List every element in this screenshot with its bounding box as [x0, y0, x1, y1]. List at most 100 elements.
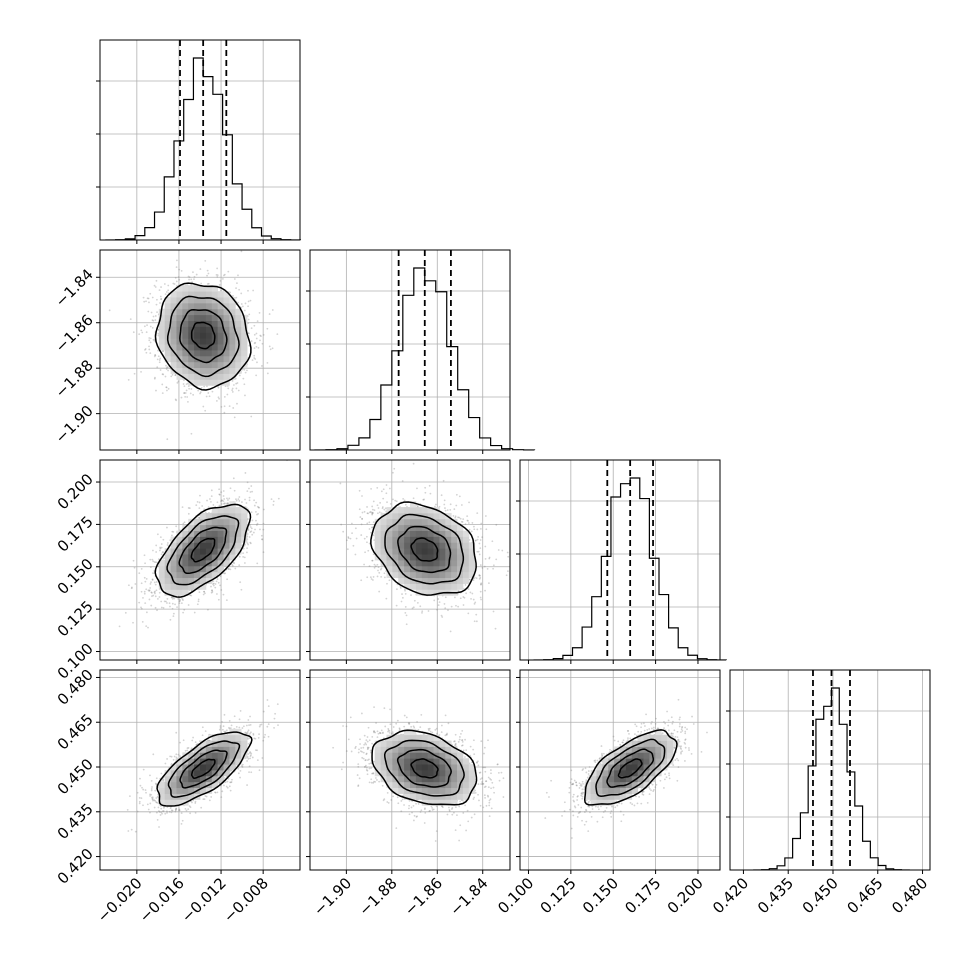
sample-point — [368, 542, 371, 545]
density-block — [188, 577, 195, 584]
density-block — [415, 583, 423, 590]
density-block — [194, 308, 201, 316]
density-block — [445, 583, 452, 590]
sample-point — [381, 784, 384, 787]
sample-point — [216, 267, 219, 270]
sample-point — [668, 774, 671, 777]
density-block — [182, 781, 189, 789]
contour-level-3 — [166, 295, 240, 378]
sample-point — [164, 812, 167, 815]
sample-point — [455, 504, 458, 507]
sample-point — [238, 500, 241, 502]
density-block — [433, 781, 440, 789]
sample-point — [385, 484, 388, 486]
sample-point — [627, 730, 629, 732]
sample-point — [223, 273, 226, 276]
sample-point — [165, 386, 168, 389]
sample-point — [395, 722, 398, 725]
sample-point — [408, 804, 411, 807]
density-block — [427, 518, 434, 526]
sample-point — [376, 486, 379, 489]
density-block — [223, 373, 230, 380]
density-block — [229, 512, 236, 520]
sample-point — [220, 503, 223, 505]
sample-point — [219, 279, 222, 282]
sample-point — [650, 789, 652, 792]
density-block — [421, 571, 429, 579]
sample-point — [227, 777, 230, 780]
sample-point — [160, 807, 163, 810]
density-block — [451, 571, 458, 579]
density-block — [398, 518, 405, 526]
density-block — [182, 320, 189, 327]
sample-point — [255, 337, 258, 340]
density-block — [205, 308, 213, 316]
sample-point — [473, 813, 476, 816]
sample-point — [462, 812, 465, 814]
sample-point — [138, 802, 141, 805]
density-block — [380, 542, 387, 549]
sample-point — [390, 799, 393, 801]
sample-point — [359, 738, 361, 741]
density-block — [439, 583, 446, 590]
sample-point — [181, 598, 184, 601]
contour-level-3 — [167, 740, 241, 798]
density-block — [462, 542, 470, 549]
sample-point — [158, 596, 161, 598]
sample-point — [153, 581, 156, 584]
density-block — [211, 560, 219, 567]
density-block — [398, 507, 405, 514]
sample-point — [361, 518, 363, 520]
sample-point — [231, 389, 234, 392]
sample-point — [260, 723, 263, 726]
density-block — [462, 565, 470, 573]
sample-point — [684, 732, 687, 735]
sample-point — [211, 590, 214, 593]
density-block — [457, 548, 464, 555]
sample-point — [178, 809, 180, 812]
sample-point — [218, 488, 221, 491]
sample-point — [254, 737, 257, 740]
density-block — [158, 314, 166, 321]
contour-level-1 — [190, 758, 216, 780]
sample-point — [461, 521, 464, 523]
sample-point — [444, 734, 447, 737]
sample-point — [172, 612, 175, 615]
sample-point — [368, 781, 371, 784]
density-block — [176, 536, 183, 543]
sample-point — [688, 747, 690, 749]
sample-point — [138, 796, 141, 799]
sample-point — [194, 800, 197, 803]
sample-point — [363, 510, 366, 513]
sample-point — [478, 553, 481, 556]
sample-point — [391, 731, 394, 734]
density-block — [451, 518, 458, 526]
sample-point — [490, 778, 493, 781]
sample-point — [208, 733, 211, 736]
sample-point — [570, 827, 573, 830]
sample-point — [377, 566, 380, 569]
sample-point — [257, 512, 260, 515]
density-block — [211, 734, 219, 741]
density-block — [170, 571, 177, 579]
sample-point — [215, 274, 218, 276]
density-block — [404, 583, 411, 590]
sample-point — [221, 720, 223, 723]
sample-point — [154, 376, 156, 379]
sample-point — [155, 544, 158, 547]
sample-point — [445, 733, 448, 736]
sample-point — [138, 572, 141, 575]
sample-point — [174, 276, 177, 279]
sample-point — [250, 485, 253, 487]
sample-point — [259, 528, 261, 531]
sample-point — [246, 547, 248, 550]
density-block — [241, 355, 248, 363]
sample-point — [220, 589, 223, 591]
sample-point — [150, 793, 153, 796]
sample-point — [372, 781, 375, 784]
sample-point — [371, 735, 374, 738]
sample-point — [251, 519, 254, 522]
density-block — [211, 775, 219, 783]
density-block — [386, 565, 393, 573]
sample-point — [155, 279, 158, 282]
